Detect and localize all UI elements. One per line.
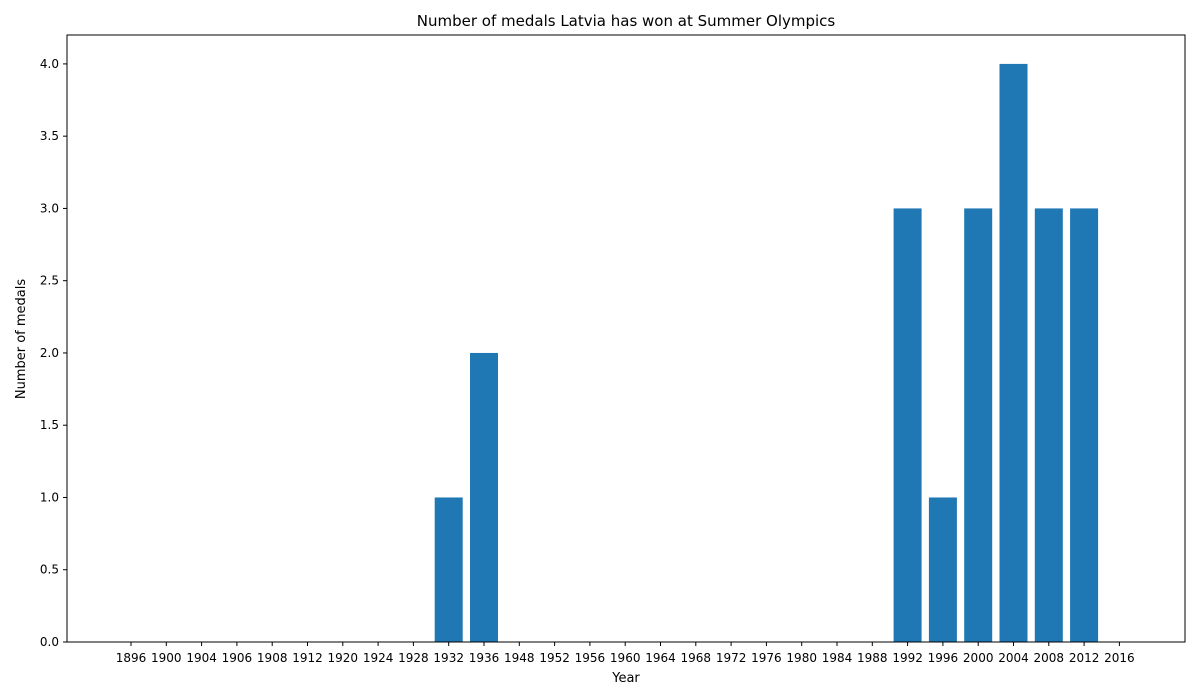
x-tick-label-1964: 1964 [645, 651, 676, 665]
x-tick-label-1904: 1904 [186, 651, 217, 665]
y-tick-label-2.5: 2.5 [40, 274, 59, 288]
x-tick-label-2000: 2000 [963, 651, 994, 665]
x-axis-label: Year [611, 671, 640, 686]
bar-2000 [964, 208, 993, 642]
x-tick-label-1920: 1920 [328, 651, 359, 665]
x-tick-label-2008: 2008 [1034, 651, 1065, 665]
bar-2012 [1070, 208, 1099, 642]
plot-frame [66, 34, 1186, 643]
bar-1936 [470, 352, 498, 642]
x-tick-label-1928: 1928 [398, 651, 429, 665]
x-tick-label-2016: 2016 [1104, 651, 1135, 665]
y-tick-label-1.0: 1.0 [40, 490, 59, 504]
x-tick-label-1980: 1980 [786, 651, 817, 665]
x-tick-label-1992: 1992 [892, 651, 923, 665]
bar-2008 [1034, 208, 1063, 642]
x-tick-label-1896: 1896 [116, 651, 147, 665]
x-tick-label-1988: 1988 [857, 651, 888, 665]
x-tick-label-1984: 1984 [822, 651, 853, 665]
x-tick-label-1908: 1908 [257, 651, 288, 665]
x-tick-label-1960: 1960 [610, 651, 641, 665]
x-tick-label-1924: 1924 [363, 651, 394, 665]
x-axis-ticks: 1896 1900 1904 1906 1908 1912 1920 1924 1928 1932… [116, 642, 1135, 665]
x-tick-label-1952: 1952 [539, 651, 570, 665]
x-tick-label-1972: 1972 [716, 651, 747, 665]
x-tick-label-1932: 1932 [433, 651, 464, 665]
bars-group [434, 63, 1099, 642]
x-tick-label-1976: 1976 [751, 651, 782, 665]
x-tick-label-1912: 1912 [292, 651, 323, 665]
y-tick-label-2.0: 2.0 [40, 346, 59, 360]
x-tick-label-1996: 1996 [928, 651, 959, 665]
y-tick-label-1.5: 1.5 [40, 418, 59, 432]
bar-1932 [434, 497, 463, 642]
bar-2004 [999, 63, 1028, 642]
x-tick-label-1906: 1906 [222, 651, 253, 665]
bar-1992 [893, 208, 922, 642]
y-tick-label-0.0: 0.0 [40, 635, 59, 649]
y-tick-label-3.5: 3.5 [40, 129, 59, 143]
x-tick-label-1956: 1956 [575, 651, 606, 665]
bar-1996 [928, 497, 957, 642]
x-tick-label-1900: 1900 [151, 651, 182, 665]
y-axis-label: Number of medals [14, 279, 29, 400]
y-tick-label-3.0: 3.0 [40, 201, 59, 215]
y-tick-label-0.5: 0.5 [40, 563, 59, 577]
x-tick-label-1968: 1968 [681, 651, 712, 665]
chart-title: Number of medals Latvia has won at Summe… [417, 12, 836, 30]
y-axis-ticks: 0.0 0.5 1.0 1.5 2.0 2.5 3.0 3.5 4.0 [40, 57, 67, 649]
x-tick-label-2004: 2004 [998, 651, 1029, 665]
x-tick-label-2012: 2012 [1069, 651, 1100, 665]
x-tick-label-1948: 1948 [504, 651, 535, 665]
x-tick-label-1936: 1936 [469, 651, 500, 665]
y-tick-label-4.0: 4.0 [40, 57, 59, 71]
